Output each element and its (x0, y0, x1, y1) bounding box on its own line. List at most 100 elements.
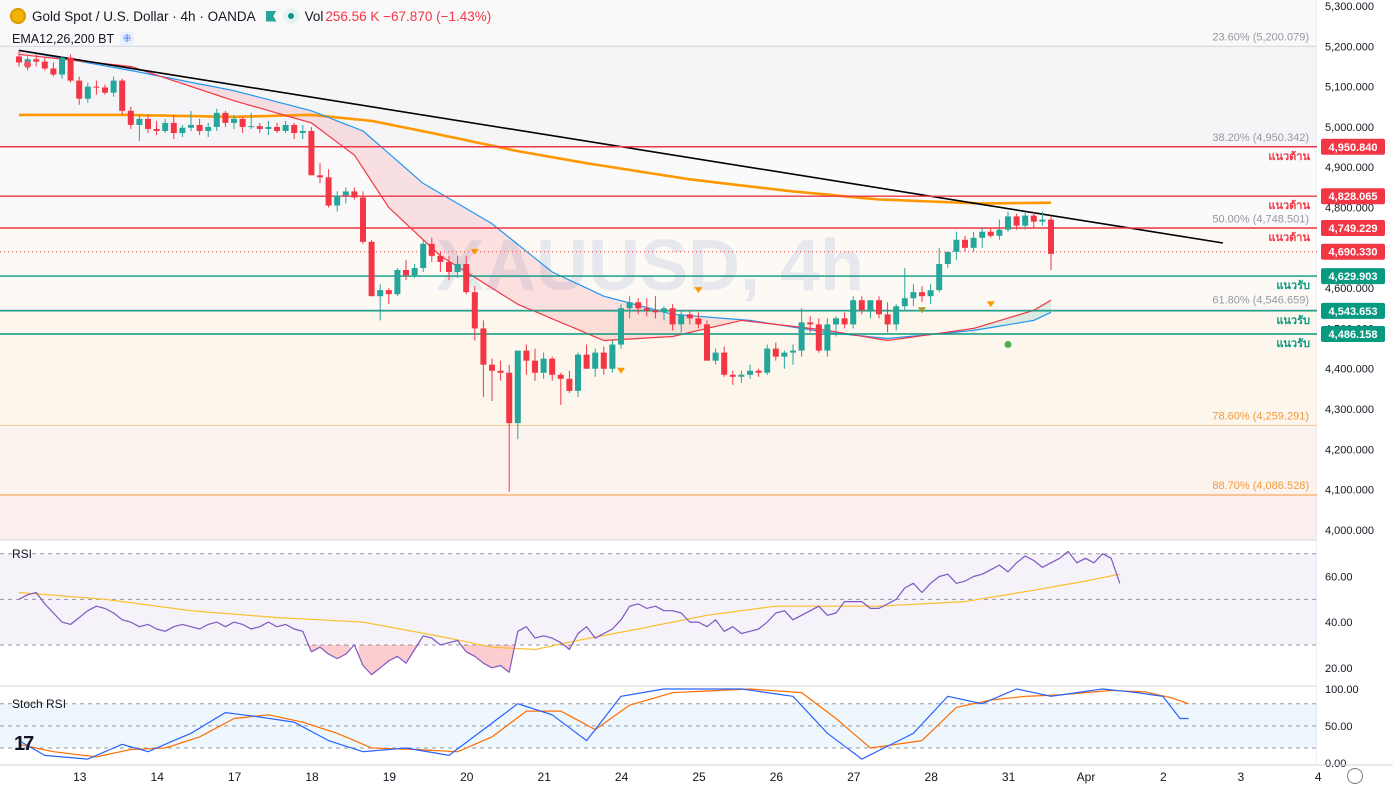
candle-body (738, 374, 745, 377)
ema-legend[interactable]: EMA12,26,200 BT ⁜ (12, 32, 135, 46)
candle (884, 302, 891, 333)
candle (188, 110, 194, 131)
candle-body (618, 308, 624, 345)
current-price-badge-bg (1321, 243, 1385, 260)
candle (385, 288, 392, 305)
candle (506, 364, 513, 492)
candle (618, 304, 624, 349)
time-tick-label: 14 (151, 770, 165, 784)
candle (360, 191, 366, 244)
candle-body (428, 243, 435, 256)
tradingview-logo-icon[interactable]: 17 (14, 733, 34, 755)
candle (411, 263, 418, 279)
candle-body (145, 118, 151, 129)
candle (437, 251, 444, 273)
signal-triangle (470, 248, 479, 255)
time-tick-label: 17 (228, 770, 242, 784)
candle-body (893, 306, 900, 325)
stoch-rsi-label[interactable]: Stoch RSI (12, 697, 67, 711)
candle (626, 296, 633, 319)
candle (738, 370, 745, 383)
candle-body (222, 112, 229, 123)
candle (471, 286, 478, 341)
candle-body (102, 87, 108, 93)
candle-body (506, 372, 513, 424)
candle (781, 350, 788, 369)
candle-body (876, 300, 882, 315)
support-price-badge-bg (1321, 268, 1385, 285)
candle-body (248, 126, 255, 128)
fib-level-label: 23.60% (5,200.079) (1212, 31, 1309, 43)
candle (179, 124, 186, 138)
candle (351, 187, 358, 200)
candle-body (497, 370, 504, 373)
candle-body (317, 175, 323, 178)
candle-body (93, 86, 100, 88)
fib-zone-0 (0, 0, 1317, 47)
candle (901, 267, 908, 311)
candle-body (471, 292, 478, 329)
price-tick-label: 5,100.000 (1325, 82, 1374, 94)
candle (764, 344, 771, 375)
candle (815, 318, 822, 353)
candle-body (136, 118, 143, 125)
fib-zone-1 (0, 46, 1317, 147)
candle-body (643, 308, 650, 311)
candle (446, 255, 452, 281)
candle-body (1005, 216, 1011, 230)
candle-body (549, 358, 556, 375)
candle (635, 298, 642, 315)
fib-level-label: 38.20% (4,950.342) (1212, 132, 1309, 144)
flag-icon[interactable] (265, 10, 277, 22)
signal-triangle (694, 287, 703, 294)
candle (652, 296, 659, 319)
current-price-badge: 4,690.330 (1329, 247, 1378, 259)
candle-body (798, 322, 805, 351)
candle-body (480, 328, 487, 365)
candle-body (403, 270, 409, 276)
candle-body (1013, 216, 1020, 226)
candle-body (205, 126, 212, 131)
candle (1048, 215, 1054, 270)
stoch-d-line (18, 688, 1189, 758)
candle (532, 348, 538, 381)
resistance-price-badge: 4,828.065 (1329, 191, 1378, 203)
eye-icon[interactable] (282, 8, 299, 24)
candle-body (274, 126, 280, 131)
stoch-k-line (18, 688, 1189, 760)
candle (93, 80, 100, 95)
candle-body (566, 378, 573, 391)
settings-gear-icon[interactable] (1347, 768, 1363, 784)
chart-header: Gold Spot / U.S. Dollar · 4h · OANDA Vol… (10, 6, 491, 26)
candle-body (394, 270, 401, 295)
time-tick-label: 27 (847, 770, 861, 784)
candle-body (282, 124, 289, 131)
indicator-settings-icon[interactable]: ⁜ (120, 32, 135, 46)
candle-body (1022, 215, 1029, 226)
candle (575, 352, 581, 397)
support-caption: แนวรับ (1276, 337, 1310, 350)
candle-body (463, 263, 470, 293)
fib-level-label: 88.70% (4,086.528) (1212, 480, 1309, 492)
candle (205, 122, 212, 138)
symbol-title[interactable]: Gold Spot / U.S. Dollar · 4h · OANDA (32, 8, 256, 24)
candle-body (16, 56, 22, 63)
candle-body (334, 195, 341, 206)
candle (325, 169, 332, 208)
candle (721, 346, 728, 377)
candle-body (385, 290, 392, 295)
candle-body (76, 80, 83, 99)
rsi-label[interactable]: RSI (12, 547, 33, 561)
candle (428, 237, 435, 262)
candle-body (987, 231, 994, 236)
resistance-price-badge-bg (1321, 138, 1385, 155)
candle-body (833, 318, 839, 325)
candle (222, 110, 229, 127)
candle-body (351, 191, 358, 198)
candle-body (729, 374, 736, 377)
candle-body (411, 267, 418, 276)
candle-body (815, 324, 822, 351)
ema-indicator-label[interactable]: EMA12,26,200 BT (12, 32, 115, 46)
candle-body (884, 314, 891, 325)
